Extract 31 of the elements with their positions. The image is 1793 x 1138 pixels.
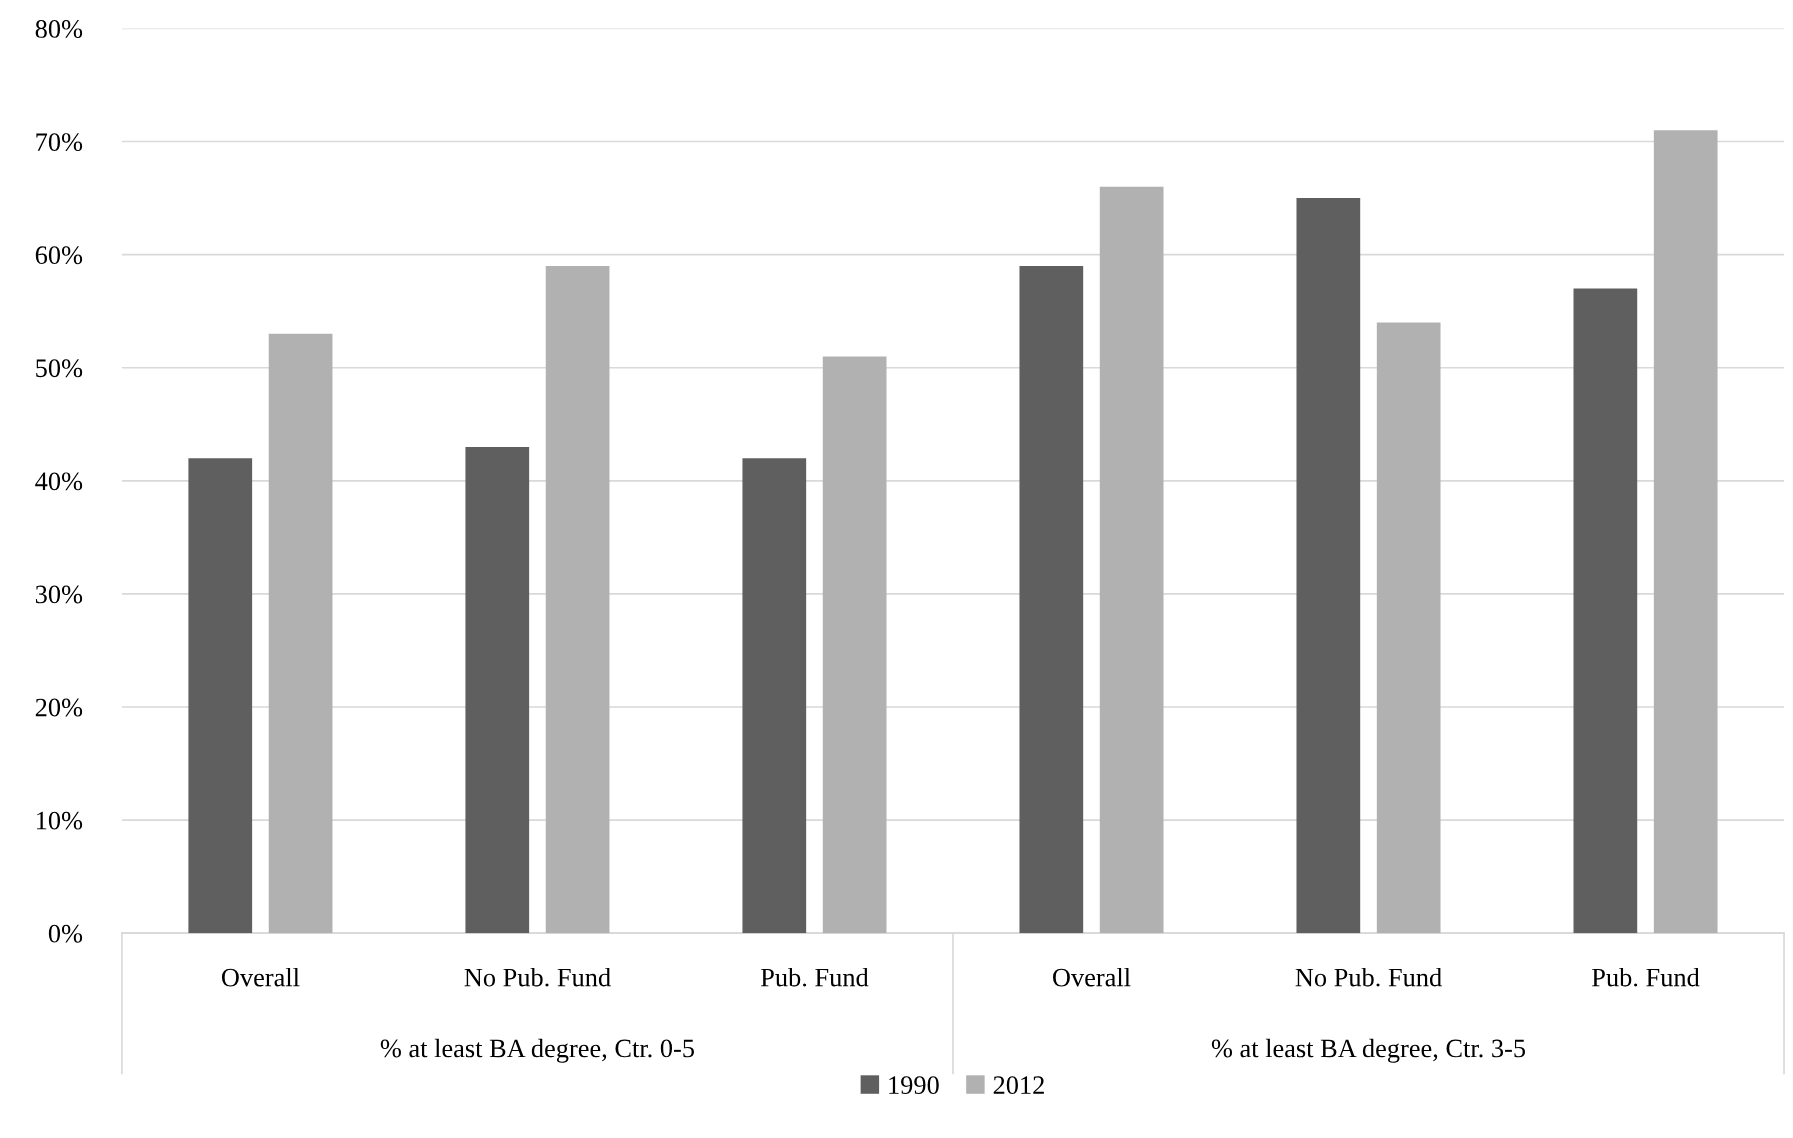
text: % at least BA degree, Ctr. 3-5 xyxy=(1211,1038,1526,1063)
x-tick-label: Pub. Fund xyxy=(760,967,869,987)
x-tick-label: No Pub. Fund xyxy=(464,967,611,987)
x-tick-label: Overall xyxy=(1053,967,1131,987)
bar xyxy=(1376,322,1441,934)
bar xyxy=(465,446,530,934)
x-tick-label: Overall xyxy=(221,967,300,987)
x-tick-label: Pub. Fund xyxy=(1592,967,1700,987)
bar xyxy=(1099,186,1164,934)
bar xyxy=(188,458,253,934)
y-tick-label: 10% xyxy=(36,811,83,830)
y-tick-label: 80% xyxy=(35,20,83,38)
text: % at least BA degree, Ctr. 0-5 xyxy=(380,1038,694,1063)
y-tick-label: 60% xyxy=(35,246,83,265)
bar xyxy=(742,458,807,934)
x-tick-label: No Pub. Fund xyxy=(1295,967,1442,987)
legend-label: 1990 xyxy=(889,1076,939,1095)
y-tick-label: 20% xyxy=(35,698,83,717)
bar xyxy=(822,356,887,934)
y-tick-label: 30% xyxy=(35,585,83,604)
y-tick-label: 50% xyxy=(36,359,83,378)
bar xyxy=(1296,198,1361,934)
legend-label: 2012 xyxy=(993,1076,1044,1095)
bar xyxy=(1019,265,1084,934)
bar xyxy=(545,265,610,934)
y-tick-label: 70% xyxy=(36,133,83,152)
bar xyxy=(1573,288,1638,934)
y-tick-label: 0% xyxy=(48,924,83,943)
bar xyxy=(1653,130,1718,934)
y-tick-label: 40% xyxy=(35,472,83,491)
bar xyxy=(268,333,333,934)
